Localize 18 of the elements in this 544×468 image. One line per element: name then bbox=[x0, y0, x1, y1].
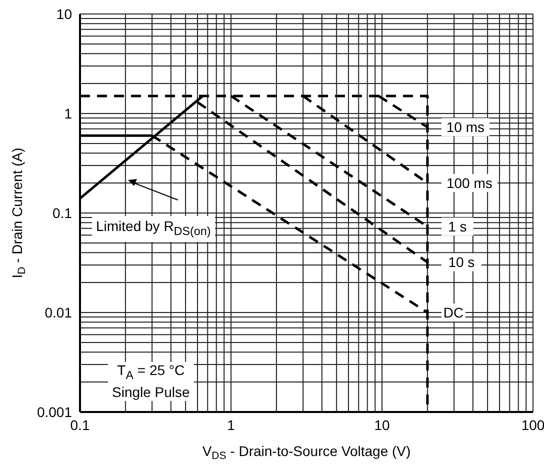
annotation: Single Pulse bbox=[112, 384, 190, 401]
annotation: T$_{A}$ = 25 °C bbox=[116, 362, 186, 384]
y-tick-label: 0.1 bbox=[52, 204, 72, 221]
x-tick-label: 10 bbox=[374, 416, 390, 433]
annotation: Limited by R$_{DS(on)}$ bbox=[92, 216, 215, 242]
x-axis-title: V$_{DS}$ - Drain-to-Source Voltage (V) bbox=[202, 443, 411, 462]
series-label: 1 s bbox=[448, 218, 467, 235]
y-tick-label: 10 bbox=[56, 6, 72, 22]
series-label: DC bbox=[443, 304, 464, 320]
x-tick-label: 1 bbox=[227, 416, 236, 433]
series-label: 10 s bbox=[448, 254, 475, 270]
y-tick-label: 1 bbox=[64, 105, 72, 122]
series-label: 10 ms bbox=[446, 119, 485, 136]
y-tick-label: 0.01 bbox=[44, 304, 72, 320]
series-label: 100 ms bbox=[446, 175, 492, 192]
x-tick-label: 100 bbox=[521, 416, 544, 433]
x-tick-label: 0.1 bbox=[70, 416, 90, 433]
y-tick-label: 0.001 bbox=[36, 404, 72, 420]
